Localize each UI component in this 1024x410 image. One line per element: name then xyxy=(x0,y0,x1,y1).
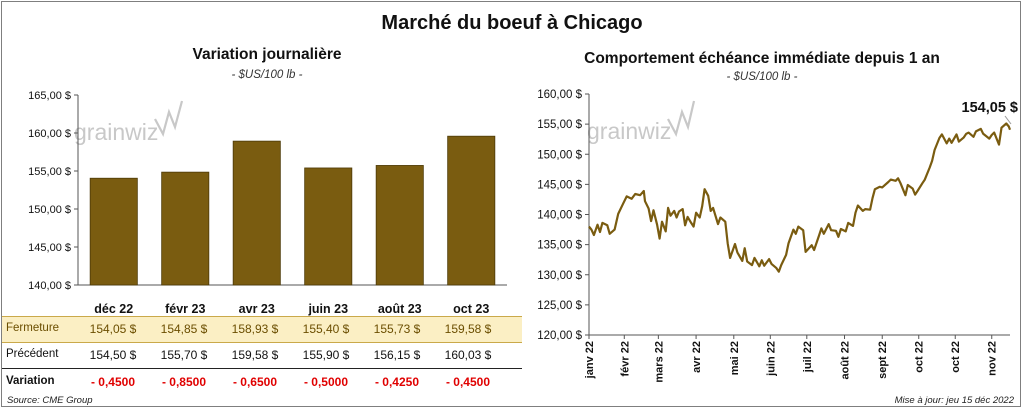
y-tick-label: 165,00 $ xyxy=(28,90,71,102)
update-note: Mise à jour: jeu 15 déc 2022 xyxy=(894,395,1014,406)
table-cell: 155,40 $ xyxy=(302,322,350,336)
table-cell: - 0,8500 xyxy=(161,375,207,389)
line-chart: grainwiz 120,00 $ 125,00 $ 130,00 $ 135,00 … xyxy=(537,89,1018,383)
y-tick-label: 150,00 $ xyxy=(28,204,71,216)
x-tick-label: oct 22 xyxy=(950,341,962,373)
table-cell: - 0,6500 xyxy=(232,375,278,389)
y-tick-label: 140,00 $ xyxy=(28,280,71,292)
y-tick-label: 140,00 $ xyxy=(537,210,582,222)
table-cell: 154,50 $ xyxy=(89,348,137,362)
y-tick-label: 155,00 $ xyxy=(537,119,582,131)
watermark-zigzag-icon xyxy=(154,100,184,137)
y-tick-label: 130,00 $ xyxy=(537,270,582,282)
row-label-variation: Variation xyxy=(6,375,55,387)
table-cell: 158,93 $ xyxy=(231,322,279,336)
last-price-label: 154,05 $ xyxy=(962,100,1018,116)
y-tick-label: 155,00 $ xyxy=(28,166,71,178)
y-tick-label: 135,00 $ xyxy=(537,240,582,252)
x-tick-label: oct 23 xyxy=(453,302,489,316)
table-cell: 155,73 $ xyxy=(373,322,421,336)
x-tick-label: mars 22 xyxy=(653,341,665,383)
watermark-text: grainwiz xyxy=(587,118,671,144)
x-tick-label: avr 23 xyxy=(239,302,275,316)
table-cell: - 0,4500 xyxy=(445,375,491,389)
y-tick-label: 125,00 $ xyxy=(537,300,582,312)
bar-chart-title: Variation journalière xyxy=(192,46,342,63)
table-cell: 159,58 $ xyxy=(231,348,279,362)
x-tick-label: nov 22 xyxy=(987,341,999,376)
x-tick-label: avr 22 xyxy=(691,341,703,373)
y-tick-label: 120,00 $ xyxy=(537,330,582,342)
dashboard-title: Marché du boeuf à Chicago xyxy=(381,12,643,34)
x-tick-label: août 23 xyxy=(378,302,422,316)
bar-chart-unit: - $US/100 lb - xyxy=(231,69,303,81)
source-note: Source: CME Group xyxy=(7,395,93,406)
table-cell: - 0,5000 xyxy=(303,375,349,389)
line-chart-unit: - $US/100 lb - xyxy=(726,71,798,83)
watermark-text: grainwiz xyxy=(74,119,158,145)
table-cell: 155,90 $ xyxy=(302,348,350,362)
x-tick-label: sept 22 xyxy=(877,341,889,379)
y-tick-label: 150,00 $ xyxy=(537,149,582,161)
table-cell: 160,03 $ xyxy=(444,348,492,362)
x-tick-label: déc 22 xyxy=(94,302,133,316)
bar-chart: grainwiz 140,00 $ 145,00 $ 150,00 $ 155,00 … xyxy=(28,90,507,316)
table-cell: - 0,4250 xyxy=(374,375,420,389)
bar xyxy=(89,177,138,286)
line-chart-title: Comportement échéance immédiate depuis 1… xyxy=(584,50,940,67)
x-tick-label: févr 22 xyxy=(619,341,631,376)
x-tick-label: août 22 xyxy=(840,341,852,380)
bar xyxy=(375,165,424,286)
table-cell: 159,58 $ xyxy=(444,322,492,336)
table-row-precedent: Précédent 154,50 $ 155,70 $ 159,58 $ 155… xyxy=(2,343,522,369)
x-tick-label: juil 22 xyxy=(802,341,814,373)
watermark-zigzag-icon xyxy=(667,100,696,137)
table-cell: - 0,4500 xyxy=(90,375,136,389)
x-tick-label: janv 22 xyxy=(584,341,596,379)
y-tick-label: 145,00 $ xyxy=(537,179,582,191)
x-tick-label: mai 22 xyxy=(729,341,741,375)
table-cell: 154,05 $ xyxy=(89,322,137,336)
table-cell: 155,70 $ xyxy=(160,348,208,362)
last-price-leader xyxy=(1004,115,1012,125)
table-row-fermeture: Fermeture 154,05 $ 154,85 $ 158,93 $ 155… xyxy=(2,316,522,343)
table-cell: 154,85 $ xyxy=(160,322,208,336)
x-tick-label: oct 22 xyxy=(914,341,926,373)
y-tick-label: 145,00 $ xyxy=(28,242,71,254)
y-tick-label: 160,00 $ xyxy=(28,128,71,140)
row-label-precedent: Précédent xyxy=(6,348,59,360)
y-tick-label: 160,00 $ xyxy=(537,89,582,101)
table-cell: 156,15 $ xyxy=(373,348,421,362)
row-label-fermeture: Fermeture xyxy=(6,322,60,334)
table-row-variation: Variation - 0,4500 - 0,8500 - 0,6500 - 0… xyxy=(2,370,522,395)
bar xyxy=(447,135,496,286)
bar-chart-watermark: grainwiz xyxy=(74,100,184,145)
x-tick-label: juin 22 xyxy=(765,341,777,377)
x-tick-label: févr 23 xyxy=(165,302,205,316)
x-tick-label: juin 23 xyxy=(307,302,348,316)
bar xyxy=(304,167,353,286)
line-chart-watermark: grainwiz xyxy=(587,100,696,144)
price-series-line xyxy=(588,122,1012,273)
price-table: Fermeture 154,05 $ 154,85 $ 158,93 $ 155… xyxy=(2,316,522,398)
bar xyxy=(161,171,210,286)
bar xyxy=(232,140,281,286)
